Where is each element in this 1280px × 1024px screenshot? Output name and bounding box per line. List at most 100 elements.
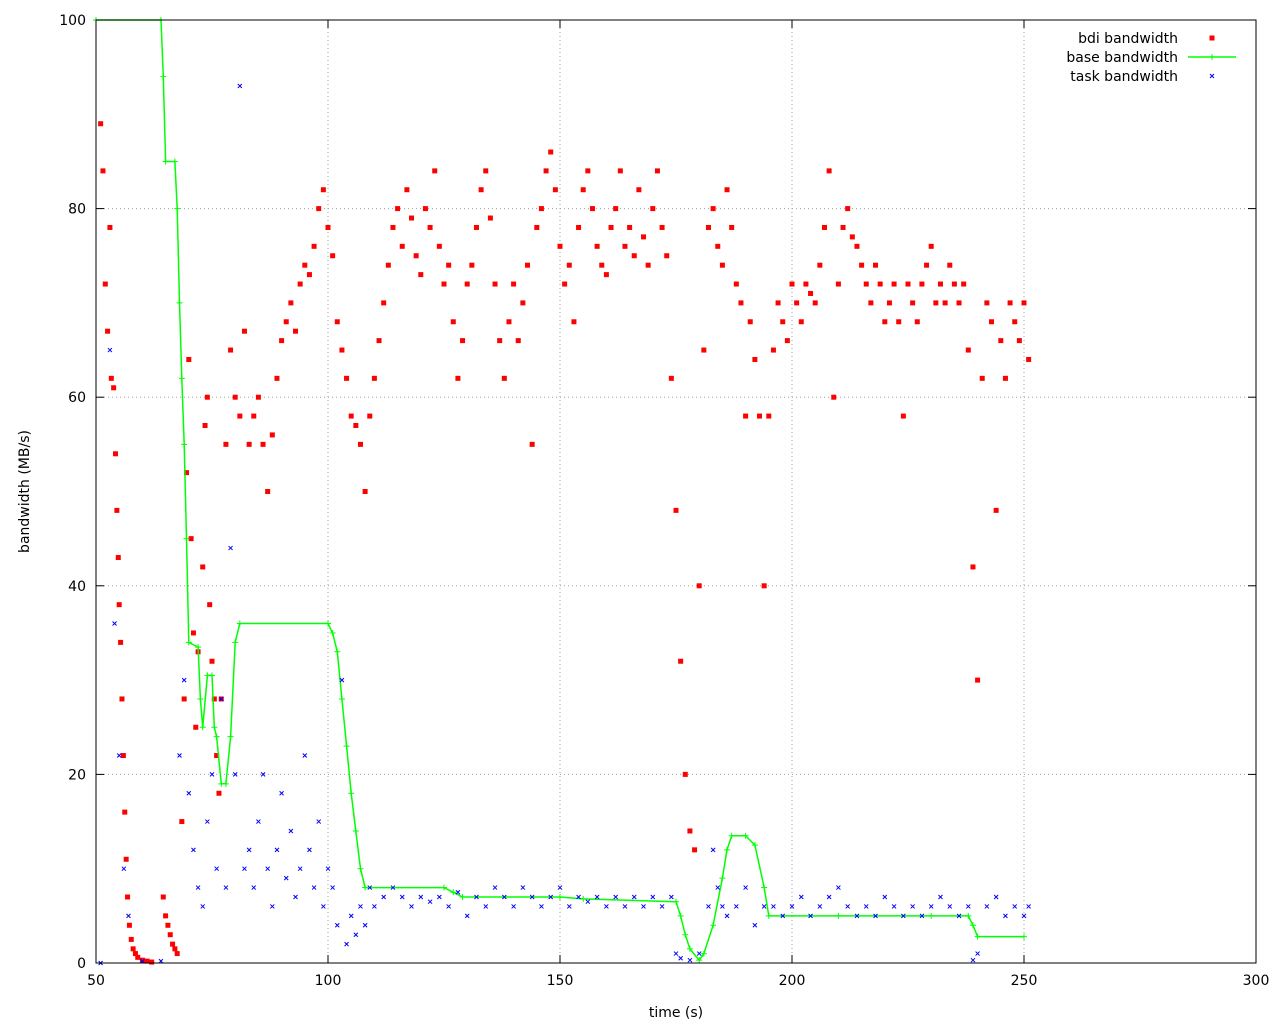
bdi-bandwidth-point — [395, 206, 401, 212]
task-bandwidth-point — [358, 904, 363, 909]
bdi-bandwidth-point — [306, 272, 312, 278]
bdi-bandwidth-point — [886, 300, 892, 306]
task-bandwidth-point — [362, 922, 368, 928]
bdi-bandwidth-point — [924, 262, 930, 268]
task-bandwidth-point — [455, 889, 461, 895]
task-bandwidth-point — [669, 894, 674, 900]
task-bandwidth-point — [1026, 904, 1031, 909]
bdi-bandwidth-point — [497, 338, 503, 344]
task-bandwidth-point — [223, 885, 229, 890]
bdi-bandwidth-point — [747, 319, 753, 325]
bdi-bandwidth-point — [645, 262, 651, 268]
task-bandwidth-point — [483, 904, 489, 909]
task-bandwidth-point — [283, 875, 289, 881]
bdi-bandwidth-point — [766, 413, 772, 419]
base-bandwidth-point — [742, 832, 749, 839]
bdi-bandwidth-point — [232, 394, 238, 400]
base-bandwidth-point — [580, 895, 587, 902]
y-tick-label: 20 — [68, 767, 86, 783]
task-bandwidth-point — [557, 885, 563, 890]
y-tick-label: 80 — [68, 202, 86, 218]
base-bandwidth-point — [719, 875, 726, 882]
task-bandwidth-point — [427, 899, 433, 905]
task-bandwidth-point — [798, 894, 804, 900]
task-bandwidth-point — [715, 885, 721, 890]
base-bandwidth-point — [197, 695, 204, 702]
bdi-bandwidth-point — [905, 281, 911, 287]
bdi-bandwidth-point — [724, 187, 730, 193]
bdi-bandwidth-point — [896, 319, 902, 325]
task-bandwidth-point — [761, 904, 767, 909]
bdi-bandwidth-point — [1002, 375, 1008, 381]
bdi-bandwidth-point — [200, 564, 206, 570]
task-bandwidth-point — [975, 951, 980, 956]
bdi-bandwidth-point — [757, 413, 763, 419]
task-bandwidth-point — [311, 885, 317, 890]
bdi-bandwidth-point — [188, 536, 194, 542]
bdi-bandwidth-point — [622, 243, 628, 249]
bdi-bandwidth-point — [650, 206, 656, 212]
bdi-bandwidth-point — [135, 954, 141, 960]
task-bandwidth-point — [882, 894, 888, 900]
task-bandwidth-point — [993, 894, 999, 900]
task-bandwidth-point — [418, 894, 424, 900]
task-bandwidth-point — [297, 866, 303, 872]
bdi-bandwidth-point — [798, 319, 804, 325]
bdi-bandwidth-point — [989, 319, 995, 325]
task-bandwidth-point — [836, 885, 841, 890]
base-bandwidth-point — [710, 922, 717, 929]
task-bandwidth-point — [316, 819, 322, 824]
task-bandwidth-point — [919, 913, 925, 919]
bdi-bandwidth-point — [696, 583, 702, 589]
bdi-bandwidth-point — [209, 658, 215, 664]
bdi-bandwidth-point — [831, 394, 837, 400]
task-bandwidth-point — [209, 772, 215, 777]
bdi-bandwidth-point — [279, 338, 285, 344]
task-bandwidth-point — [696, 951, 702, 956]
bdi-bandwidth-series — [98, 121, 1032, 965]
task-bandwidth-point — [743, 885, 748, 890]
bdi-bandwidth-point — [961, 281, 967, 287]
task-bandwidth-point — [687, 957, 693, 963]
task-bandwidth-point — [733, 904, 739, 909]
bdi-bandwidth-point — [265, 489, 271, 494]
bdi-bandwidth-point — [914, 319, 920, 325]
task-bandwidth-point — [511, 904, 516, 909]
task-bandwidth-point — [678, 955, 683, 961]
bdi-bandwidth-point — [107, 224, 113, 230]
bdi-bandwidth-point — [237, 413, 243, 419]
bdi-bandwidth-point — [207, 602, 213, 608]
task-bandwidth-point — [780, 913, 786, 919]
base-bandwidth-point — [183, 535, 190, 542]
x-tick-label: 150 — [547, 973, 574, 989]
task-bandwidth-point — [200, 904, 206, 909]
task-bandwidth-point — [302, 753, 308, 758]
y-tick-label: 40 — [68, 579, 86, 595]
task-bandwidth-point — [956, 913, 962, 919]
bdi-bandwidth-point — [353, 422, 359, 428]
bdi-bandwidth-point — [223, 441, 229, 447]
base-bandwidth-point — [227, 733, 234, 740]
task-bandwidth-point — [288, 828, 294, 834]
task-bandwidth-point — [901, 913, 906, 919]
base-bandwidth-point — [348, 790, 355, 797]
task-bandwidth-point — [622, 904, 628, 909]
base-bandwidth-point — [441, 884, 447, 891]
bdi-bandwidth-point — [170, 941, 176, 947]
task-bandwidth-point — [218, 696, 224, 702]
bdi-bandwidth-point — [160, 894, 166, 900]
base-bandwidth-point — [459, 893, 466, 900]
bdi-bandwidth-point — [102, 281, 108, 287]
bdi-bandwidth-point — [970, 564, 976, 570]
task-bandwidth-point — [293, 894, 298, 900]
bdi-bandwidth-point — [1007, 300, 1013, 306]
task-bandwidth-series — [98, 83, 1031, 966]
bdi-bandwidth-point — [937, 281, 943, 287]
bdi-bandwidth-point — [882, 319, 888, 325]
base-bandwidth-point — [686, 945, 693, 952]
bdi-bandwidth-point — [701, 347, 707, 353]
base-bandwidth-point — [677, 912, 684, 919]
task-bandwidth-point — [353, 932, 359, 938]
bdi-bandwidth-point — [1026, 356, 1032, 362]
x-tick-label: 200 — [779, 973, 806, 989]
